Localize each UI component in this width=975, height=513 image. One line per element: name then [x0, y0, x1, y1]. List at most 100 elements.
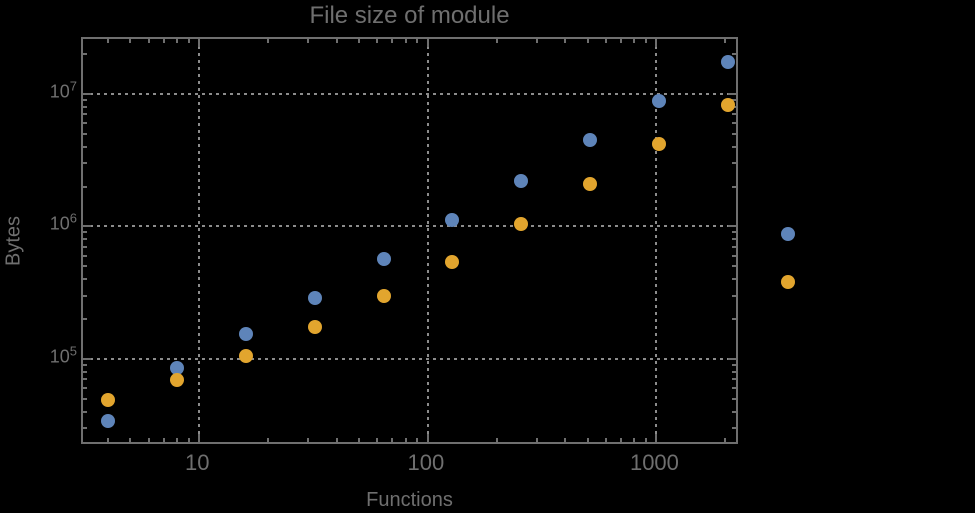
data-point-series-2	[514, 216, 529, 231]
x-minor-tick	[404, 438, 407, 442]
x-minor-tick	[267, 438, 270, 442]
legend-marker-series-2	[781, 275, 795, 289]
x-minor-tick	[586, 39, 589, 43]
y-tick-label-10000000: 107	[49, 78, 77, 102]
y-minor-tick	[732, 370, 736, 373]
x-minor-tick	[307, 39, 310, 43]
y-minor-tick	[732, 397, 736, 400]
y-minor-tick	[83, 363, 87, 366]
y-minor-tick	[83, 265, 87, 268]
x-minor-tick	[187, 438, 190, 442]
y-minor-tick	[732, 53, 736, 56]
x-minor-tick	[335, 39, 338, 43]
y-gridline-1000000	[83, 225, 736, 228]
data-point-series-2	[445, 254, 460, 269]
y-tick-label-1000000: 106	[49, 210, 77, 234]
y-minor-tick	[732, 113, 736, 116]
y-minor-tick	[732, 245, 736, 248]
x-minor-tick	[376, 39, 379, 43]
y-minor-tick	[732, 238, 736, 241]
x-minor-tick	[391, 39, 394, 43]
y-minor-tick	[732, 265, 736, 268]
y-minor-tick	[83, 162, 87, 165]
data-point-series-1	[445, 213, 460, 228]
x-minor-tick	[564, 39, 567, 43]
y-major-tick	[83, 357, 91, 360]
x-axis-label: Functions	[366, 489, 453, 511]
plot-area	[81, 37, 738, 444]
y-minor-tick	[732, 318, 736, 321]
y-axis-label: Bytes	[2, 215, 25, 267]
data-point-series-1	[307, 290, 322, 305]
data-point-series-1	[170, 360, 185, 375]
x-gridline-10	[198, 39, 201, 442]
x-minor-tick	[129, 39, 132, 43]
y-gridline-100000	[83, 357, 736, 360]
x-minor-tick	[335, 438, 338, 442]
y-major-tick	[728, 225, 736, 228]
x-minor-tick	[724, 438, 727, 442]
y-minor-tick	[732, 427, 736, 430]
x-gridline-100	[426, 39, 429, 442]
y-minor-tick	[83, 245, 87, 248]
data-point-series-2	[238, 349, 253, 364]
y-minor-tick	[732, 99, 736, 102]
x-minor-tick	[535, 438, 538, 442]
data-point-series-2	[651, 137, 666, 152]
x-minor-tick	[358, 438, 361, 442]
data-point-series-1	[101, 413, 116, 428]
y-tick-label-100000: 105	[49, 343, 77, 367]
y-minor-tick	[83, 185, 87, 188]
y-minor-tick	[732, 387, 736, 390]
x-minor-tick	[307, 438, 310, 442]
x-minor-tick	[644, 39, 647, 43]
x-minor-tick	[416, 438, 419, 442]
data-point-series-1	[582, 133, 597, 148]
x-minor-tick	[586, 438, 589, 442]
y-minor-tick	[83, 53, 87, 56]
y-minor-tick	[83, 254, 87, 257]
x-minor-tick	[147, 39, 150, 43]
y-minor-tick	[83, 238, 87, 241]
y-major-tick	[728, 357, 736, 360]
y-minor-tick	[83, 145, 87, 148]
y-minor-tick	[83, 427, 87, 430]
x-major-tick	[655, 39, 658, 47]
x-major-tick	[426, 434, 429, 442]
y-minor-tick	[732, 231, 736, 234]
x-minor-tick	[604, 39, 607, 43]
y-minor-tick	[732, 162, 736, 165]
data-point-series-2	[307, 320, 322, 335]
y-minor-tick	[732, 363, 736, 366]
x-minor-tick	[564, 438, 567, 442]
y-minor-tick	[83, 105, 87, 108]
x-minor-tick	[633, 39, 636, 43]
data-point-series-1	[514, 174, 529, 189]
data-point-series-1	[651, 94, 666, 109]
x-minor-tick	[162, 39, 165, 43]
y-minor-tick	[83, 113, 87, 116]
x-major-tick	[426, 39, 429, 47]
y-minor-tick	[83, 132, 87, 135]
data-point-series-2	[376, 289, 391, 304]
y-minor-tick	[732, 410, 736, 413]
legend-marker-series-1	[781, 227, 795, 241]
x-minor-tick	[176, 438, 179, 442]
x-minor-tick	[129, 438, 132, 442]
x-minor-tick	[495, 438, 498, 442]
y-gridline-10000000	[83, 92, 736, 95]
x-minor-tick	[267, 39, 270, 43]
x-minor-tick	[620, 39, 623, 43]
x-gridline-1000	[655, 39, 658, 442]
x-minor-tick	[604, 438, 607, 442]
y-minor-tick	[83, 378, 87, 381]
x-tick-label-100: 100	[407, 450, 445, 475]
y-minor-tick	[83, 278, 87, 281]
x-tick-label-1000: 1000	[629, 450, 679, 475]
y-major-tick	[83, 92, 91, 95]
y-major-tick	[83, 225, 91, 228]
data-point-series-2	[170, 373, 185, 388]
y-minor-tick	[83, 122, 87, 125]
y-major-tick	[728, 92, 736, 95]
